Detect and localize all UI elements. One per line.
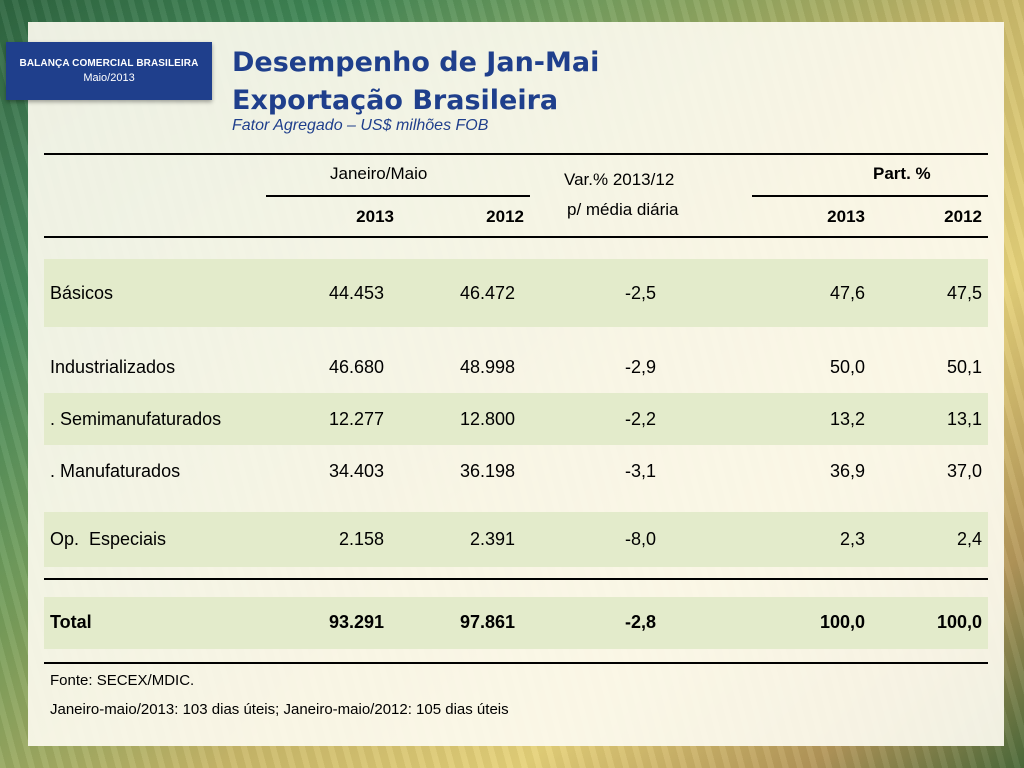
total-part-2012: 100,0 <box>936 612 982 632</box>
row-label: . Semimanufaturados <box>50 409 222 429</box>
row-label: Op. Especiais <box>50 529 167 549</box>
title-line-1: Desempenho de Jan-Mai <box>232 47 600 78</box>
row-band-basicos <box>44 259 988 327</box>
cell-var: -2,5 <box>624 283 656 303</box>
total-var: -2,8 <box>624 612 656 632</box>
row-label: Industrializados <box>50 357 176 377</box>
row-label: . Manufaturados <box>50 461 181 481</box>
group2-rule <box>752 195 988 197</box>
header-var-line2: p/ média diária <box>567 200 679 219</box>
row-band-semimanufaturados <box>44 393 988 445</box>
total-top-rule <box>44 578 988 580</box>
slide-title: Desempenho de Jan-Mai Exportação Brasile… <box>232 44 599 120</box>
cell-part-2013: 2,3 <box>839 529 865 549</box>
cell-2013: 46.680 <box>328 357 384 377</box>
table-bottom-rule <box>44 662 988 664</box>
total-part-2013: 100,0 <box>819 612 865 632</box>
cell-2012: 36.198 <box>459 461 515 481</box>
cell-2013: 2.158 <box>338 529 384 549</box>
total-2013: 93.291 <box>328 612 384 632</box>
cell-var: -2,9 <box>624 357 656 377</box>
header-var-line1: Var.% 2013/12 <box>564 170 675 189</box>
row-label: Básicos <box>50 283 114 303</box>
cell-2012: 48.998 <box>459 357 515 377</box>
header-year-2013: 2013 <box>356 207 394 226</box>
cell-part-2012: 13,1 <box>946 409 982 429</box>
total-2012: 97.861 <box>459 612 515 632</box>
badge-date: Maio/2013 <box>83 72 135 84</box>
header-janeiro-maio: Janeiro/Maio <box>330 164 428 183</box>
cell-2012: 12.800 <box>459 409 515 429</box>
cell-part-2013: 47,6 <box>829 283 865 303</box>
header-part-pct: Part. % <box>873 164 931 183</box>
cell-part-2012: 2,4 <box>956 529 982 549</box>
header-year-2012: 2012 <box>486 207 524 226</box>
header-part-2013: 2013 <box>827 207 865 226</box>
cell-part-2012: 37,0 <box>946 461 982 481</box>
header-part-2012: 2012 <box>944 207 982 226</box>
cell-var: -8,0 <box>624 529 656 549</box>
report-badge: BALANÇA COMERCIAL BRASILEIRA Maio/2013 <box>6 42 212 100</box>
total-label: Total <box>50 612 92 632</box>
cell-part-2013: 13,2 <box>829 409 865 429</box>
cell-2013: 12.277 <box>328 409 384 429</box>
group1-rule <box>266 195 530 197</box>
cell-part-2012: 50,1 <box>946 357 982 377</box>
cell-part-2012: 47,5 <box>946 283 982 303</box>
cell-var: -3,1 <box>624 461 656 481</box>
slide-subtitle: Fator Agregado – US$ milhões FOB <box>232 117 489 134</box>
working-days-note: Janeiro-maio/2013: 103 dias úteis; Janei… <box>50 701 509 718</box>
table-top-rule <box>44 153 988 155</box>
badge-title: BALANÇA COMERCIAL BRASILEIRA <box>19 58 199 69</box>
cell-2013: 44.453 <box>328 283 384 303</box>
header-bottom-rule <box>44 236 988 238</box>
cell-2012: 46.472 <box>459 283 515 303</box>
cell-var: -2,2 <box>624 409 656 429</box>
row-band-total <box>44 597 988 649</box>
title-line-2: Exportação Brasileira <box>232 85 559 116</box>
cell-part-2013: 50,0 <box>829 357 865 377</box>
cell-2013: 34.403 <box>328 461 384 481</box>
source-note: Fonte: SECEX/MDIC. <box>50 672 195 689</box>
cell-part-2013: 36,9 <box>829 461 865 481</box>
row-band-op-especiais <box>44 512 988 567</box>
cell-2012: 2.391 <box>469 529 515 549</box>
